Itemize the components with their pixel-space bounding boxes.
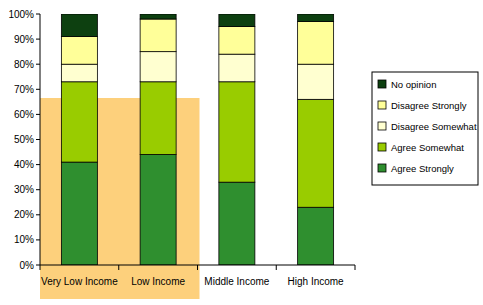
x-tick-label: Low Income xyxy=(131,276,185,287)
y-tick xyxy=(36,14,40,15)
bar-segment xyxy=(219,82,255,182)
legend-label: Disagree Somewhat xyxy=(391,121,477,132)
y-tick-label: 100% xyxy=(8,9,34,20)
bar-segment xyxy=(219,27,255,55)
y-tick xyxy=(36,239,40,240)
legend-box xyxy=(372,72,478,185)
bar-segment xyxy=(298,99,334,207)
y-tick xyxy=(36,139,40,140)
y-tick-label: 90% xyxy=(14,34,34,45)
bar-segment xyxy=(61,37,97,65)
bar-segment xyxy=(219,14,255,27)
y-tick-label: 50% xyxy=(14,134,34,145)
legend-swatch xyxy=(378,122,386,130)
y-tick xyxy=(36,89,40,90)
bar-segment xyxy=(140,52,176,82)
legend-swatch xyxy=(378,143,386,151)
y-tick xyxy=(36,214,40,215)
legend-swatch xyxy=(378,80,386,88)
bar-segment xyxy=(140,14,176,19)
legend-label: Agree Strongly xyxy=(391,163,454,174)
x-tick xyxy=(40,265,41,270)
x-tick xyxy=(276,265,277,270)
y-tick xyxy=(36,64,40,65)
y-tick-label: 80% xyxy=(14,59,34,70)
y-tick xyxy=(36,265,40,266)
y-tick-label: 60% xyxy=(14,109,34,120)
legend-swatch xyxy=(378,101,386,109)
bar-segment xyxy=(219,182,255,265)
x-tick-label: Middle Income xyxy=(204,276,269,287)
legend-label: Disagree Strongly xyxy=(391,100,467,111)
bar-segment xyxy=(298,14,334,22)
y-tick-label: 20% xyxy=(14,209,34,220)
chart: 0% 10% 20% 30% 40% 50% 60% 70% 80% 90% 100% Very Lo… xyxy=(0,0,483,305)
bar-segment xyxy=(140,19,176,52)
x-tick-label: High Income xyxy=(288,276,345,287)
x-tick xyxy=(118,265,119,270)
x-tick-label: Very Low Income xyxy=(41,276,118,287)
x-tick xyxy=(197,265,198,270)
x-tick xyxy=(355,265,356,270)
y-tick xyxy=(36,189,40,190)
legend: No opinion Disagree Strongly Disagree Some… xyxy=(372,72,478,185)
bar-segment xyxy=(219,54,255,82)
y-tick-label: 40% xyxy=(14,159,34,170)
bars xyxy=(61,14,333,265)
bar-segment xyxy=(61,14,97,37)
bar-segment xyxy=(61,162,97,265)
bar-segment xyxy=(140,155,176,265)
bar-segment xyxy=(298,22,334,65)
bar-segment xyxy=(298,64,334,99)
y-tick-label: 0% xyxy=(20,260,35,271)
bar-segment xyxy=(61,64,97,82)
y-tick-label: 70% xyxy=(14,84,34,95)
y-tick xyxy=(36,39,40,40)
y-tick xyxy=(36,114,40,115)
bar-segment xyxy=(140,82,176,155)
y-tick xyxy=(36,164,40,165)
bar-segment xyxy=(298,207,334,265)
legend-label: Agree Somewhat xyxy=(391,142,464,153)
y-tick-label: 30% xyxy=(14,184,34,195)
legend-label: No opinion xyxy=(391,79,436,90)
legend-swatch xyxy=(378,164,386,172)
bar-segment xyxy=(61,82,97,162)
y-tick-label: 10% xyxy=(14,234,34,245)
